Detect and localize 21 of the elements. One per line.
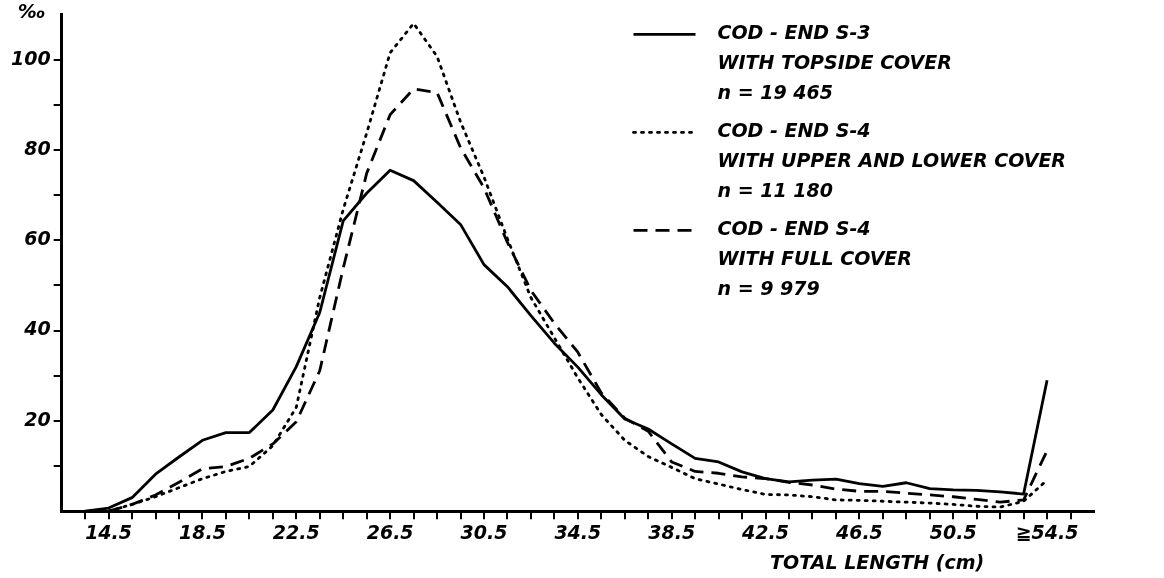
x-tick-label: 18.5: [178, 520, 226, 543]
y-tick-label: 80: [24, 136, 51, 159]
y-axis-title: ‰: [17, 0, 46, 23]
x-axis-title: TOTAL LENGTH (cm): [770, 551, 985, 574]
x-tick-label: 42.5: [741, 520, 789, 543]
x-tick-label: ≧54.5: [1015, 520, 1079, 543]
y-tick-label: 60: [24, 227, 51, 250]
legend-label: COD - END S-4 WITH UPPER AND LOWER COVER n = 11 180: [717, 119, 1067, 202]
x-tick-label: 26.5: [366, 520, 414, 543]
x-tick-label: 14.5: [85, 520, 133, 543]
x-tick-label: 22.5: [272, 520, 320, 543]
legend-label: COD - END S-4 WITH FULL COVER n = 9 979: [717, 217, 912, 300]
x-tick-label: 50.5: [929, 520, 977, 543]
x-tick-label: 34.5: [554, 520, 602, 543]
y-tick-label: 40: [23, 317, 51, 340]
legend-label: COD - END S-3 WITH TOPSIDE COVER n = 19 465: [717, 21, 952, 104]
x-tick-label: 38.5: [648, 520, 696, 543]
y-tick-label: 20: [24, 407, 51, 430]
y-tick-label: 100: [10, 46, 51, 69]
x-tick-label: 46.5: [834, 520, 883, 543]
x-tick-label: 30.5: [460, 520, 508, 543]
